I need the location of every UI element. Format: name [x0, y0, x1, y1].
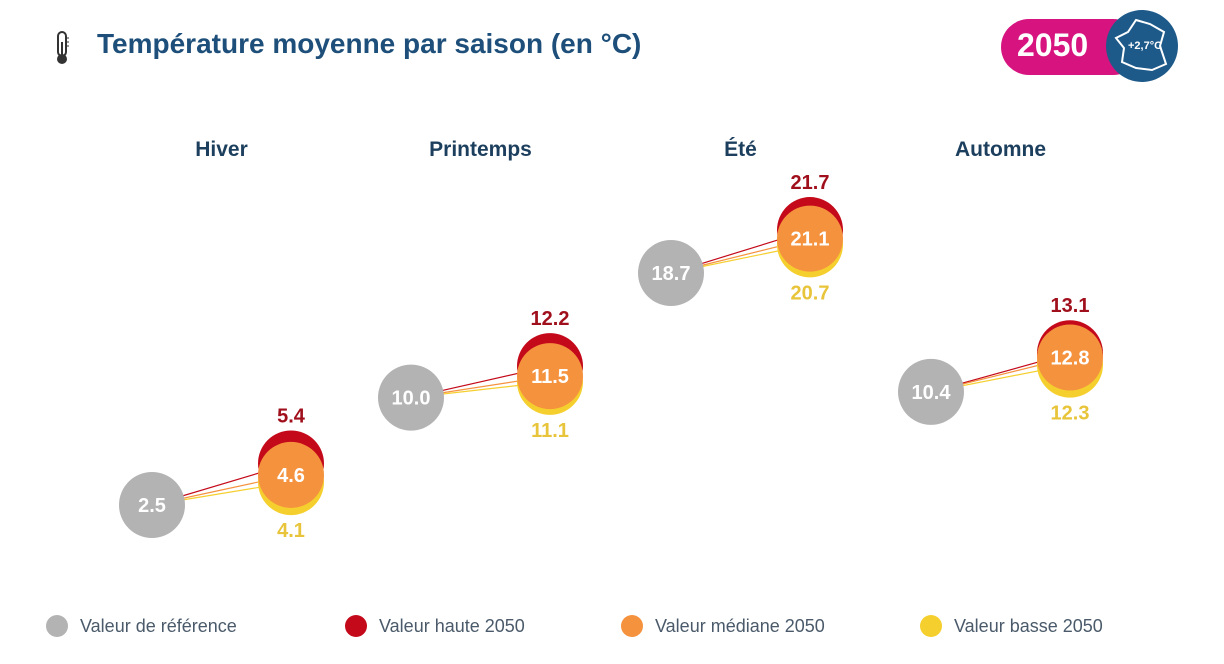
chart-title: Température moyenne par saison (en °C): [97, 28, 642, 59]
label-high: 5.4: [277, 405, 306, 427]
legend-dot: [345, 615, 367, 637]
label-reference: 18.7: [652, 263, 691, 285]
point-reference: [898, 358, 964, 425]
badge-delta: +2,7°C: [1128, 40, 1163, 52]
badge-year: 2050: [1017, 27, 1089, 63]
point-reference: [638, 240, 704, 307]
season-label: Hiver: [195, 138, 248, 161]
point-median: [258, 441, 324, 508]
season-label: Automne: [955, 138, 1046, 161]
point-reference: [119, 472, 185, 538]
label-reference: 10.0: [392, 388, 431, 410]
point-median: [1037, 324, 1103, 391]
label-median: 21.1: [791, 229, 830, 251]
season-label: Printemps: [429, 138, 532, 161]
legend-dot: [46, 615, 68, 637]
label-low: 20.7: [791, 282, 830, 304]
thermometer-icon: [57, 31, 69, 64]
legend-label: Valeur haute 2050: [379, 615, 525, 636]
label-median: 11.5: [531, 366, 569, 388]
label-median: 12.8: [1051, 348, 1090, 370]
point-median: [517, 343, 583, 410]
label-median: 4.6: [277, 465, 305, 487]
legend-item: Valeur haute 2050: [345, 615, 525, 637]
label-reference: 10.4: [912, 382, 952, 404]
legend-label: Valeur médiane 2050: [655, 615, 825, 636]
label-high: 13.1: [1051, 295, 1090, 317]
legend-item: Valeur de référence: [46, 615, 237, 637]
legend-label: Valeur de référence: [80, 615, 237, 636]
label-reference: 2.5: [138, 495, 166, 517]
legend-label: Valeur basse 2050: [954, 615, 1103, 636]
legend-item: Valeur médiane 2050: [621, 615, 825, 637]
season-label: Été: [724, 138, 757, 161]
france-map-icon: [1106, 10, 1178, 82]
label-low: 12.3: [1051, 403, 1090, 425]
label-high: 12.2: [531, 308, 570, 330]
legend-dot: [621, 615, 643, 637]
legend-dot: [920, 615, 942, 637]
label-low: 4.1: [277, 520, 305, 542]
label-high: 21.7: [791, 172, 830, 194]
label-low: 11.1: [531, 420, 569, 442]
legend-item: Valeur basse 2050: [920, 615, 1103, 637]
point-reference: [378, 364, 444, 431]
point-median: [777, 205, 843, 272]
